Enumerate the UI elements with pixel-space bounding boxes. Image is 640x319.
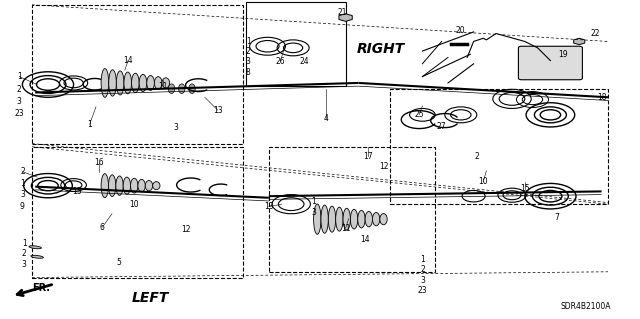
- Ellipse shape: [116, 176, 123, 195]
- Text: 15: 15: [72, 187, 82, 196]
- Ellipse shape: [351, 209, 358, 229]
- Ellipse shape: [131, 178, 138, 193]
- Ellipse shape: [168, 84, 175, 93]
- Text: 5: 5: [116, 258, 121, 267]
- Ellipse shape: [29, 246, 42, 249]
- Ellipse shape: [380, 214, 387, 225]
- Ellipse shape: [101, 69, 109, 97]
- Ellipse shape: [372, 212, 380, 226]
- Text: 13: 13: [212, 106, 223, 115]
- Text: 8: 8: [246, 68, 251, 77]
- Text: 20: 20: [456, 26, 466, 35]
- Ellipse shape: [152, 182, 160, 189]
- Text: 18: 18: [597, 93, 606, 102]
- Text: 11: 11: [341, 224, 350, 233]
- Text: 2: 2: [22, 249, 27, 258]
- Text: 2: 2: [474, 152, 479, 161]
- Text: 17: 17: [363, 152, 373, 161]
- Text: SDR4B2100A: SDR4B2100A: [561, 302, 611, 311]
- Ellipse shape: [123, 177, 131, 194]
- Text: 3: 3: [246, 57, 251, 66]
- Text: 3: 3: [17, 97, 22, 106]
- Text: 24: 24: [299, 57, 309, 66]
- Text: 1: 1: [20, 179, 25, 188]
- Text: 2: 2: [20, 167, 25, 176]
- Text: 1: 1: [17, 72, 22, 81]
- Ellipse shape: [145, 181, 153, 191]
- Text: 19: 19: [558, 50, 568, 59]
- Text: 9: 9: [20, 202, 25, 211]
- Ellipse shape: [139, 74, 147, 92]
- Ellipse shape: [132, 73, 139, 93]
- Ellipse shape: [336, 207, 343, 231]
- Text: 7: 7: [554, 213, 559, 222]
- Ellipse shape: [358, 211, 365, 228]
- Text: 22: 22: [591, 29, 600, 38]
- Text: 6: 6: [100, 223, 105, 232]
- Text: 21: 21: [338, 8, 347, 17]
- Text: 12: 12: [181, 225, 190, 234]
- Text: 11: 11: [159, 82, 168, 91]
- Text: 4: 4: [324, 114, 329, 122]
- Ellipse shape: [138, 179, 145, 192]
- Ellipse shape: [109, 70, 116, 96]
- Text: 25: 25: [414, 110, 424, 119]
- Ellipse shape: [189, 84, 195, 93]
- Text: 10: 10: [129, 200, 140, 209]
- Text: 1: 1: [22, 239, 27, 248]
- Text: 2: 2: [17, 85, 22, 94]
- Ellipse shape: [147, 76, 154, 90]
- Text: 1: 1: [420, 255, 425, 263]
- Text: 15: 15: [520, 184, 530, 193]
- Text: 3: 3: [420, 276, 425, 285]
- Bar: [246, 2, 346, 86]
- Ellipse shape: [31, 255, 44, 258]
- Text: 26: 26: [275, 57, 285, 66]
- Ellipse shape: [101, 174, 109, 198]
- Text: 16: 16: [94, 158, 104, 167]
- Text: FR.: FR.: [33, 283, 51, 293]
- Bar: [269, 147, 435, 272]
- Text: 1: 1: [311, 197, 316, 206]
- Text: 2: 2: [420, 265, 425, 274]
- Text: 1: 1: [246, 37, 251, 46]
- Text: 10: 10: [478, 177, 488, 186]
- Text: 14: 14: [360, 235, 370, 244]
- Text: 14: 14: [123, 56, 133, 65]
- Text: 3: 3: [22, 260, 27, 269]
- Text: 3: 3: [173, 123, 179, 132]
- Bar: [32, 147, 243, 278]
- Ellipse shape: [162, 78, 170, 88]
- Ellipse shape: [179, 84, 185, 93]
- Ellipse shape: [328, 206, 336, 232]
- Ellipse shape: [109, 175, 116, 197]
- Text: RIGHT: RIGHT: [356, 42, 405, 56]
- Text: 27: 27: [436, 122, 447, 130]
- Ellipse shape: [314, 204, 321, 234]
- Ellipse shape: [343, 208, 351, 230]
- Bar: [32, 5, 243, 144]
- Text: 23: 23: [417, 286, 428, 295]
- Text: 12: 12: [380, 162, 388, 171]
- FancyBboxPatch shape: [518, 46, 582, 80]
- Text: 13: 13: [264, 202, 274, 211]
- Text: 3: 3: [311, 208, 316, 217]
- Text: 2: 2: [246, 47, 251, 56]
- Ellipse shape: [321, 205, 328, 233]
- Text: 1: 1: [87, 120, 92, 129]
- Text: 3: 3: [20, 190, 25, 199]
- Text: LEFT: LEFT: [132, 291, 169, 305]
- Ellipse shape: [124, 72, 132, 94]
- Text: 23: 23: [14, 109, 24, 118]
- Ellipse shape: [154, 77, 162, 89]
- Bar: [390, 89, 608, 204]
- Ellipse shape: [116, 71, 124, 95]
- Ellipse shape: [365, 211, 372, 227]
